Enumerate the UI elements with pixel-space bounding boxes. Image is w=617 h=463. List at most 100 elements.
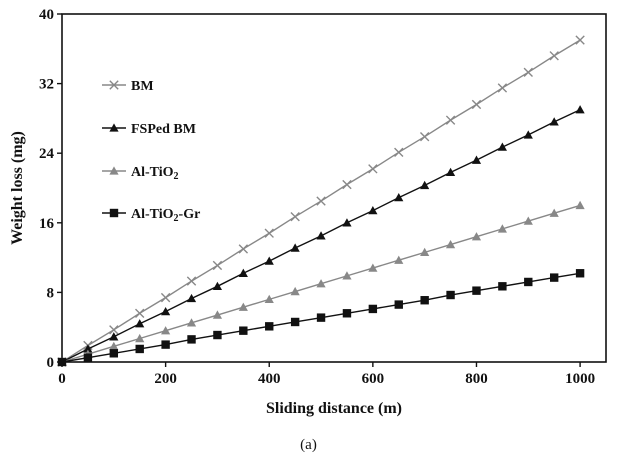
data-point (497, 142, 507, 151)
marker-stroke (290, 212, 300, 222)
data-point (445, 239, 456, 249)
marker-stroke (445, 115, 456, 125)
data-point (420, 180, 430, 190)
marker-stroke (575, 35, 585, 45)
figure-caption: (a) (300, 437, 317, 453)
data-point (575, 269, 585, 278)
data-point (109, 325, 119, 335)
data-point (368, 206, 378, 215)
data-point (161, 340, 170, 349)
data-point (161, 326, 171, 335)
data-point (394, 147, 404, 158)
data-point (135, 344, 144, 354)
series-layer (57, 35, 585, 367)
data-point (368, 263, 378, 272)
data-point (446, 290, 455, 300)
marker-stroke (549, 51, 559, 61)
data-point (239, 326, 248, 335)
data-point (212, 260, 223, 271)
data-point (368, 164, 378, 174)
data-point (445, 115, 456, 125)
data-point (549, 273, 559, 282)
marker-stroke (109, 80, 119, 90)
data-point (290, 286, 300, 296)
legend-label: Al-TiO2-Gr (131, 207, 200, 224)
data-point (549, 51, 559, 61)
marker-stroke (264, 228, 274, 238)
data-point (57, 357, 67, 367)
data-point (186, 293, 197, 303)
data-point (471, 99, 482, 110)
data-point (394, 300, 403, 309)
x-tick-label: 200 (154, 371, 177, 387)
data-point (549, 117, 559, 126)
y-tick-label: 8 (47, 285, 55, 301)
data-point (187, 335, 196, 344)
plot-frame (61, 13, 607, 363)
y-tick-label: 32 (39, 77, 54, 93)
series-2 (57, 200, 585, 366)
data-point (83, 353, 93, 362)
series-1 (57, 105, 585, 366)
data-point (316, 231, 326, 240)
data-point (497, 83, 508, 93)
data-point (213, 330, 222, 340)
legend-item-1: FSPed BM (102, 122, 196, 137)
data-point (109, 349, 119, 358)
legend-item-2: Al-TiO2 (102, 165, 179, 182)
marker-stroke (238, 244, 249, 254)
data-point (471, 155, 482, 164)
data-point (109, 341, 119, 351)
data-point (420, 247, 430, 257)
data-point (445, 167, 456, 177)
data-point (264, 294, 274, 304)
data-point (342, 309, 352, 318)
data-point (238, 244, 249, 254)
data-point (523, 130, 533, 139)
data-point (394, 255, 404, 264)
y-tick-label: 24 (39, 146, 55, 162)
data-point (212, 310, 223, 319)
data-point (419, 131, 430, 142)
data-point (83, 344, 93, 353)
data-point (498, 282, 507, 291)
legend-marker (109, 123, 119, 132)
y-axis-title: Weight loss (mg) (9, 131, 26, 245)
y-tick-label: 0 (47, 355, 55, 371)
legend-item-0: BM (102, 79, 154, 94)
data-point (471, 232, 482, 241)
weight-loss-chart: 0 200 400 600 800 1000 0 8 16 24 32 40 BM FSPed BM Al… (9, 7, 607, 417)
data-point (342, 218, 352, 227)
legend-label: Al-TiO2 (131, 165, 179, 182)
marker-stroke (471, 99, 482, 110)
data-point (342, 271, 352, 280)
data-point (264, 228, 274, 238)
data-point (497, 224, 507, 233)
x-tick-label: 600 (362, 371, 385, 387)
y-tick-label: 16 (39, 216, 55, 232)
data-point (135, 319, 145, 328)
marker-stroke (135, 308, 145, 318)
data-point (524, 277, 533, 287)
data-point (575, 105, 585, 114)
data-point (523, 216, 533, 225)
data-point (472, 286, 481, 295)
data-point (161, 306, 171, 316)
data-point (135, 308, 145, 318)
data-point (186, 276, 197, 286)
data-point (290, 243, 300, 252)
series-3 (57, 269, 585, 367)
marker-stroke (497, 83, 508, 93)
legend-marker (109, 208, 119, 218)
x-tick-label: 0 (58, 371, 66, 387)
data-point (394, 192, 404, 202)
data-point (109, 332, 119, 341)
marker-stroke (368, 164, 378, 174)
data-point (290, 212, 300, 222)
data-point (238, 268, 248, 277)
data-point (265, 322, 274, 331)
data-point (368, 304, 378, 314)
data-point (316, 196, 326, 206)
data-point (342, 179, 352, 190)
x-axis-title: Sliding distance (m) (266, 400, 402, 417)
